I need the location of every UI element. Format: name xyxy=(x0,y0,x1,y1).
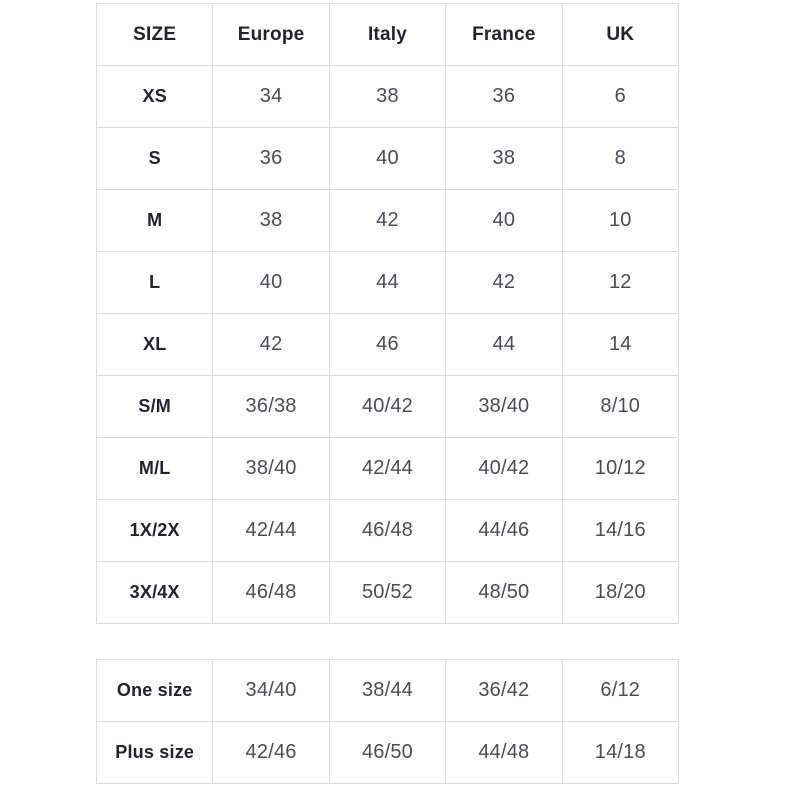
size-value: 38 xyxy=(445,127,563,190)
size-value: 40/42 xyxy=(445,437,563,500)
table-row: XL 42 46 44 14 xyxy=(95,313,680,376)
size-value: 6 xyxy=(561,65,680,128)
size-value: 38 xyxy=(328,65,447,128)
size-value: 44 xyxy=(445,313,563,376)
size-value: 42 xyxy=(445,251,563,314)
column-header-europe: Europe xyxy=(212,3,330,66)
size-value: 8/10 xyxy=(561,375,680,438)
size-value: 46 xyxy=(328,313,447,376)
size-value: 38/40 xyxy=(212,437,330,500)
size-table-body: XS 34 38 36 6 S 36 40 38 8 M 38 42 40 10 L 40 44 42 12 XL 42 4… xyxy=(95,65,680,624)
size-value: 36/42 xyxy=(445,659,563,722)
table-row: L 40 44 42 12 xyxy=(95,251,680,314)
size-value: 36 xyxy=(212,127,330,190)
table-row: 3X/4X 46/48 50/52 48/50 18/20 xyxy=(95,561,680,624)
table-row: One size 34/40 38/44 36/42 6/12 xyxy=(95,659,680,722)
size-label: M xyxy=(95,189,214,252)
size-table-header: SIZE Europe Italy France UK xyxy=(95,3,680,66)
size-value: 42 xyxy=(328,189,447,252)
table-row: M/L 38/40 42/44 40/42 10/12 xyxy=(95,437,680,500)
size-value: 34 xyxy=(212,65,330,128)
table-row: Plus size 42/46 46/50 44/48 14/18 xyxy=(95,721,680,784)
size-value: 8 xyxy=(561,127,680,190)
size-value: 48/50 xyxy=(445,561,563,624)
column-header-uk: UK xyxy=(561,3,680,66)
size-value: 40 xyxy=(212,251,330,314)
size-label: M/L xyxy=(95,437,214,500)
size-conversion-table: SIZE Europe Italy France UK XS 34 38 36 6 S 36… xyxy=(95,3,680,624)
size-value: 38/44 xyxy=(328,659,447,722)
size-value: 10 xyxy=(561,189,680,252)
size-value: 14 xyxy=(561,313,680,376)
size-value: 44/46 xyxy=(445,499,563,562)
size-label: One size xyxy=(95,659,214,722)
size-value: 10/12 xyxy=(561,437,680,500)
special-sizes-body: One size 34/40 38/44 36/42 6/12 Plus size 42/4… xyxy=(95,659,680,784)
size-value: 36 xyxy=(445,65,563,128)
size-guide: SIZE Europe Italy France UK XS 34 38 36 6 S 36… xyxy=(95,3,680,784)
size-value: 42/44 xyxy=(212,499,330,562)
size-value: 34/40 xyxy=(212,659,330,722)
size-value: 12 xyxy=(561,251,680,314)
size-label: S/M xyxy=(95,375,214,438)
size-value: 46/48 xyxy=(328,499,447,562)
size-label: L xyxy=(95,251,214,314)
header-row: SIZE Europe Italy France UK xyxy=(95,3,680,66)
size-label: XL xyxy=(95,313,214,376)
column-header-france: France xyxy=(445,3,563,66)
size-value: 46/50 xyxy=(328,721,447,784)
size-value: 18/20 xyxy=(561,561,680,624)
table-row: 1X/2X 42/44 46/48 44/46 14/16 xyxy=(95,499,680,562)
size-value: 38/40 xyxy=(445,375,563,438)
size-value: 38 xyxy=(212,189,330,252)
table-row: S 36 40 38 8 xyxy=(95,127,680,190)
size-value: 14/18 xyxy=(561,721,680,784)
size-value: 46/48 xyxy=(212,561,330,624)
size-value: 50/52 xyxy=(328,561,447,624)
size-value: 44/48 xyxy=(445,721,563,784)
table-row: S/M 36/38 40/42 38/40 8/10 xyxy=(95,375,680,438)
size-value: 40/42 xyxy=(328,375,447,438)
table-row: XS 34 38 36 6 xyxy=(95,65,680,128)
size-value: 40 xyxy=(445,189,563,252)
size-label: 1X/2X xyxy=(95,499,214,562)
column-header-italy: Italy xyxy=(328,3,447,66)
size-label: S xyxy=(95,127,214,190)
size-value: 44 xyxy=(328,251,447,314)
size-value: 36/38 xyxy=(212,375,330,438)
column-header-size: SIZE xyxy=(95,3,214,66)
table-row: M 38 42 40 10 xyxy=(95,189,680,252)
size-value: 14/16 xyxy=(561,499,680,562)
size-value: 40 xyxy=(328,127,447,190)
size-value: 42/46 xyxy=(212,721,330,784)
size-label: Plus size xyxy=(95,721,214,784)
size-label: 3X/4X xyxy=(95,561,214,624)
size-label: XS xyxy=(95,65,214,128)
size-value: 42 xyxy=(212,313,330,376)
size-value: 42/44 xyxy=(328,437,447,500)
size-value: 6/12 xyxy=(561,659,680,722)
special-sizes-table: One size 34/40 38/44 36/42 6/12 Plus size 42/4… xyxy=(95,659,680,784)
